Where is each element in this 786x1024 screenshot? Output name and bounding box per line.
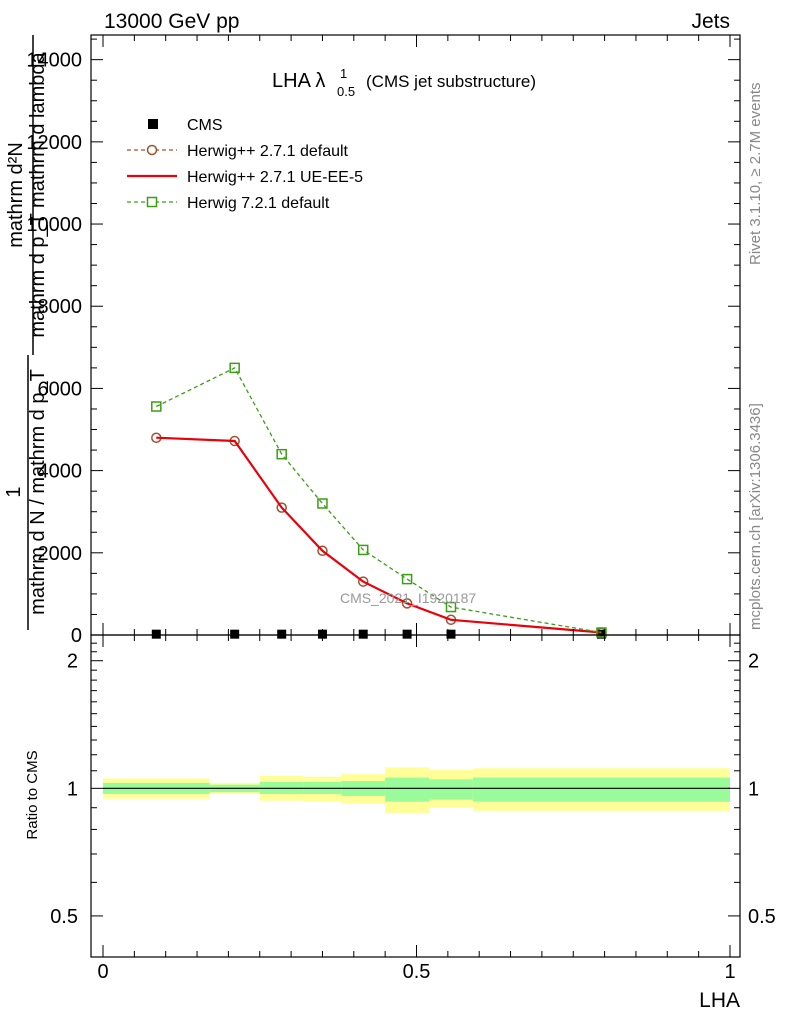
herwig-7-2-1-default-marker (317, 498, 328, 509)
x-tick-label: 0.5 (403, 961, 431, 983)
plot-title-sub: 0.5 (337, 84, 355, 99)
herwig-7-2-1-default-marker (276, 448, 287, 460)
y-label-denominator: mathrm d p_T mathrm d lambda (27, 51, 49, 337)
ratio-y-tick-label-left: 1 (67, 778, 78, 800)
main-panel: 0 2000 4000 6000 8000 10000 12000 14000 CMS_202… (3, 34, 741, 647)
ratio-data-layer (103, 767, 730, 813)
ratio-inner-uncertainty-band (385, 777, 430, 802)
mcplots-text: mcplots.cern.ch [arXiv:1306.3436] (747, 403, 764, 630)
ratio-inner-uncertainty-band (429, 779, 473, 800)
legend-label: CMS (187, 117, 223, 134)
ratio-y-tick-label-left: 2 (67, 651, 78, 673)
main-y-tick-label: 6000 (38, 378, 83, 400)
ratio-y-tick-label-left: 0.5 (50, 906, 78, 928)
herwig-2-7-1-default-marker (401, 598, 413, 609)
main-y-tick-label: 14000 (26, 50, 82, 72)
ratio-y-tick-label-right: 2 (748, 651, 759, 673)
herwig-7-2-1-default-marker (401, 573, 413, 585)
main-y-tick-label: 0 (71, 625, 82, 647)
herwig-7-2-1-default-line (156, 367, 602, 634)
main-y-tick-label: 8000 (38, 296, 83, 318)
y-axis-label-main: mathrm d²N mathrm d p_T mathrm d lambda … (3, 35, 49, 630)
plot-title-sup: 1 (340, 66, 347, 81)
herwig-7-2-1-default-marker (151, 401, 162, 412)
y-label-lhs-numerator: 1 (3, 486, 25, 497)
ratio-y-tick-label-right: 1 (748, 778, 759, 800)
main-y-tick-label: 2000 (38, 543, 83, 565)
ratio-y-label: Ratio to CMS (24, 750, 41, 839)
herwig-7-2-1-default-marker (229, 362, 240, 374)
herwig-7-2-1-default-marker (445, 601, 457, 613)
cms-data-point (151, 629, 161, 639)
legend-herwig-7-2-1-default-marker (146, 196, 158, 208)
herwig-2-7-1-default-marker (276, 502, 287, 513)
header-left: 13000 GeV pp (104, 10, 239, 33)
main-axes: 0 2000 4000 6000 8000 10000 12000 14000 (26, 35, 740, 647)
herwig-7-2-1-default-marker (357, 544, 369, 556)
y-label-lhs-denominator: mathrm d N / mathrm d p_T (27, 369, 49, 615)
plot-title-suffix: (CMS jet substructure) (366, 72, 536, 91)
cms-data-point (402, 629, 412, 639)
x-tick-label: 1 (724, 961, 735, 983)
cms-data-point (230, 629, 240, 639)
x-tick-label: 0 (97, 961, 108, 983)
ratio-frame (90, 634, 741, 958)
cms-data-point (358, 629, 368, 639)
herwig-2-7-1-default-marker (317, 545, 328, 557)
x-axis-label: LHA (699, 989, 740, 1012)
ratio-inner-uncertainty-band (472, 777, 730, 802)
header-right: Jets (691, 10, 730, 33)
main-y-tick-label: 10000 (26, 214, 82, 236)
cms-data-point (277, 629, 287, 639)
ratio-axes: 0.5 0.5 1 1 2 2 0 0.5 1 (50, 635, 776, 983)
main-y-tick-label: 4000 (38, 461, 83, 483)
main-y-tick-label: 12000 (26, 132, 82, 154)
herwig-2-7-1-ue-ee-5-line (156, 436, 602, 634)
y-label-numerator: mathrm d²N (5, 142, 27, 248)
legend-label: Herwig++ 2.7.1 UE-EE-5 (187, 169, 363, 186)
plot-title-main: LHA λ (272, 70, 325, 92)
legend-label: Herwig 7.2.1 default (187, 195, 330, 212)
cms-data-point (596, 629, 606, 639)
main-data-layer (151, 362, 607, 639)
legend-herwig-2-7-1-default-marker (146, 144, 158, 156)
ratio-y-tick-label-right: 0.5 (748, 906, 776, 928)
rivet-version-text: Rivet 3.1.10, ≥ 2.7M events (747, 83, 764, 266)
cms-data-point (446, 629, 456, 639)
analysis-watermark: CMS_2021_I1920187 (340, 590, 476, 606)
legend-label: Herwig++ 2.7.1 default (187, 143, 349, 160)
herwig-7-2-1-default-marker (596, 627, 607, 638)
legend-cms-marker (148, 119, 158, 129)
herwig-2-7-1-default-marker (357, 576, 369, 587)
legend: CMS Herwig++ 2.7.1 default Herwig++ 2.7.1 … (127, 117, 363, 212)
plot-title: LHA λ 1 0.5 (CMS jet substructure) (272, 66, 536, 99)
ratio-panel: 0.5 0.5 1 1 2 2 0 0.5 1 Ratio to CMS LHA (24, 634, 776, 1012)
